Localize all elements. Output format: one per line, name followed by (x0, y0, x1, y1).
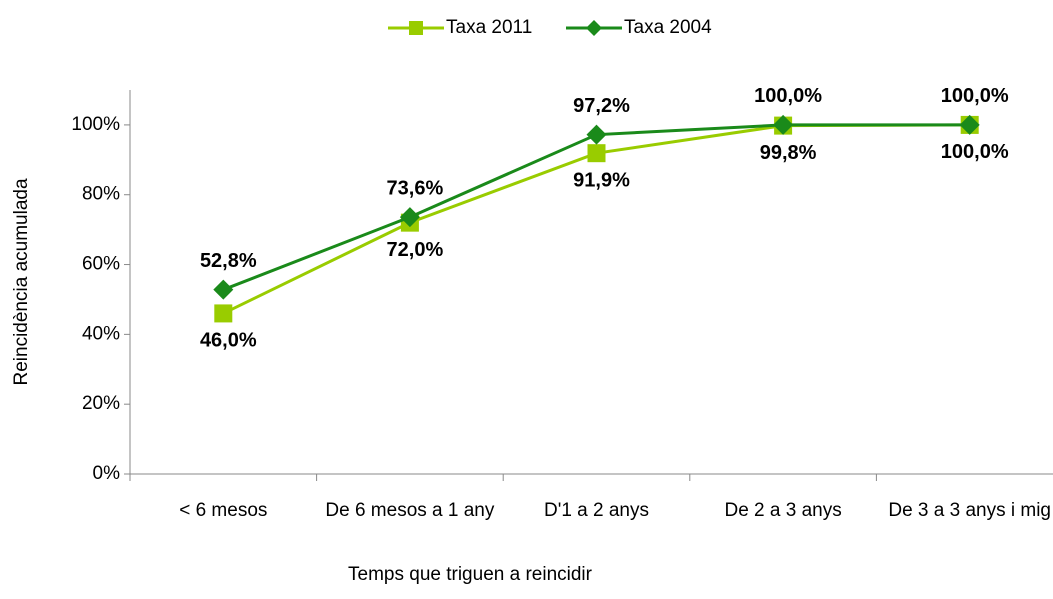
data-label: 100,0% (941, 85, 1009, 107)
y-tick-label: 60% (82, 254, 120, 275)
y-tick-label: 80% (82, 184, 120, 205)
data-label: 100,0% (754, 85, 822, 107)
marker (399, 207, 420, 228)
marker (214, 304, 233, 323)
x-tick-label: < 6 mesos (179, 500, 268, 521)
x-tick-label: De 3 a 3 anys i mig (888, 500, 1051, 521)
x-tick-label: D'1 a 2 anys (543, 500, 650, 521)
data-label: 97,2% (573, 95, 630, 117)
data-label: 99,8% (760, 142, 817, 164)
y-axis-title: Reincidència acumulada (11, 178, 32, 385)
marker (213, 279, 234, 300)
marker (586, 124, 607, 145)
legend-label: Taxa 2004 (624, 17, 712, 38)
marker (587, 144, 606, 163)
data-label: 72,0% (387, 239, 444, 261)
x-tick-label: De 2 a 3 anys (724, 500, 842, 521)
marker (773, 114, 794, 135)
y-tick-label: 0% (93, 463, 121, 484)
data-label: 46,0% (200, 330, 257, 352)
data-label: 100,0% (941, 141, 1009, 163)
legend-marker (586, 20, 602, 36)
marker (959, 114, 980, 135)
y-tick-label: 100% (71, 114, 120, 135)
data-label: 52,8% (200, 250, 257, 272)
x-tick-label: De 6 mesos a 1 any (325, 500, 495, 521)
legend-marker (409, 21, 423, 35)
x-axis-title: Temps que triguen a reincidir (348, 564, 593, 585)
y-tick-label: 20% (82, 393, 120, 414)
y-tick-label: 40% (82, 323, 120, 344)
legend-label: Taxa 2011 (446, 17, 532, 38)
data-label: 91,9% (573, 169, 630, 191)
data-label: 73,6% (387, 177, 444, 199)
